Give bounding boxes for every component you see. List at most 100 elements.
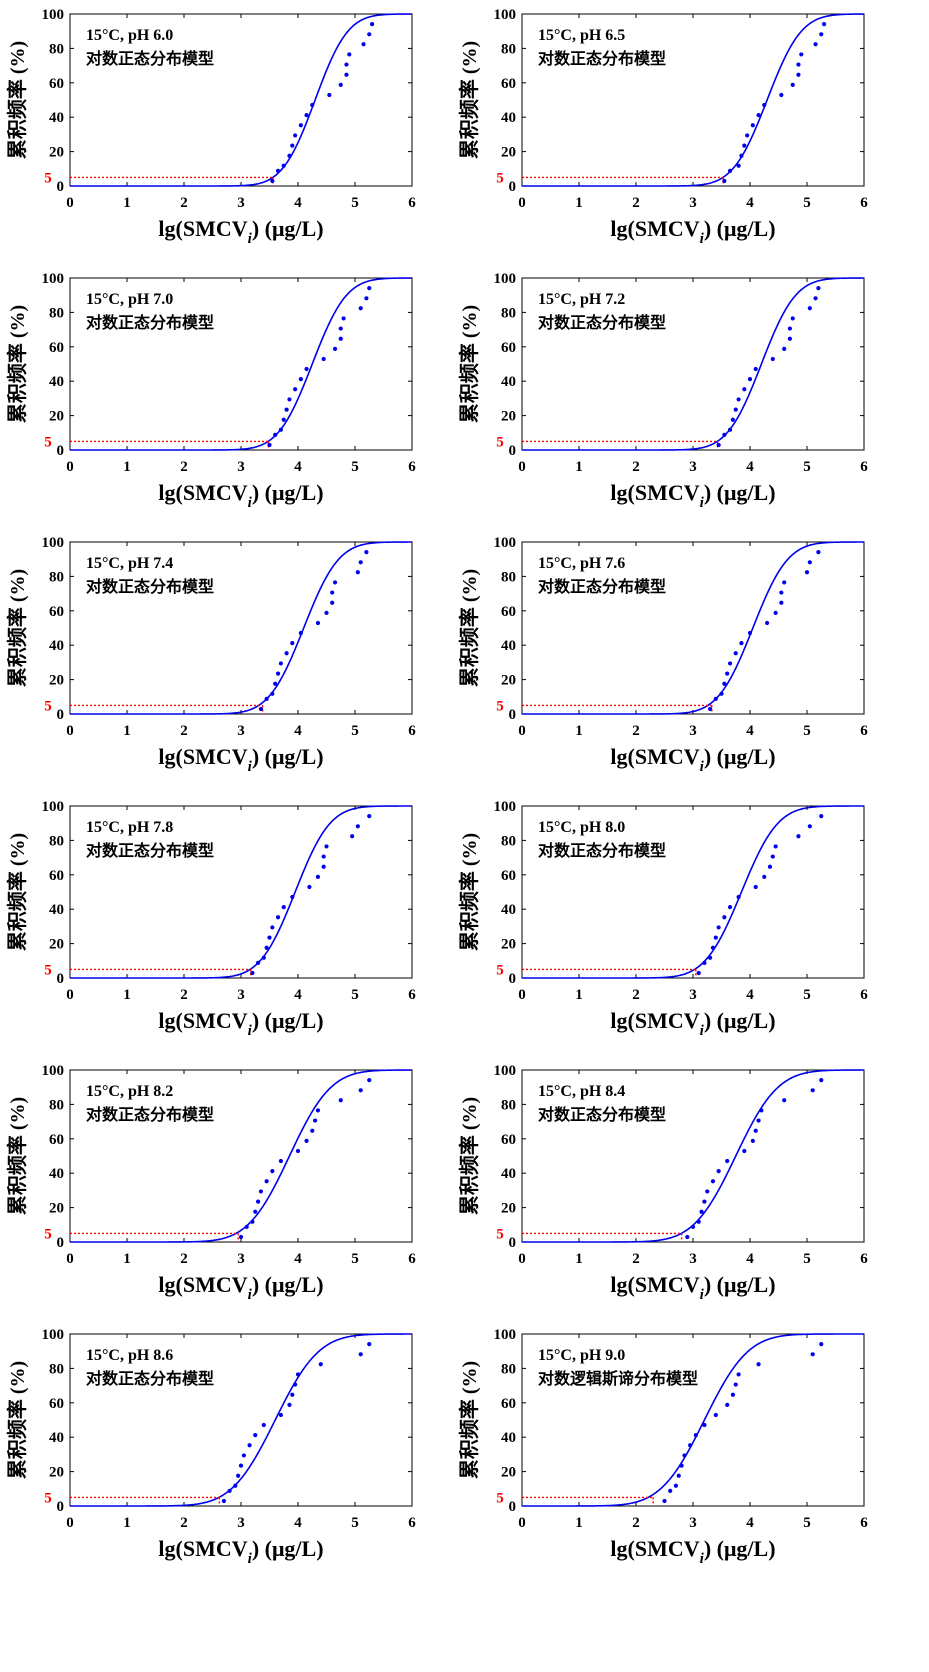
data-point <box>287 153 292 158</box>
x-tick-label: 2 <box>632 1515 640 1531</box>
x-tick-label: 3 <box>689 987 697 1003</box>
model-label: 对数正态分布模型 <box>538 1105 666 1124</box>
x-tick-label: 4 <box>294 987 302 1003</box>
y-tick-label: 0 <box>57 1499 65 1515</box>
data-point <box>708 706 713 712</box>
fitted-curve <box>522 13 864 187</box>
x-tick-label: 4 <box>746 723 754 739</box>
data-point <box>338 336 343 341</box>
panel-title: 15°C, pH 8.0 <box>538 819 625 836</box>
x-tick-label: 4 <box>294 195 302 211</box>
y-tick-label: 0 <box>509 443 517 459</box>
data-point <box>358 1088 363 1093</box>
panel-title: 15°C, pH 7.0 <box>86 291 173 308</box>
data-point <box>284 407 289 412</box>
x-tick-label: 6 <box>408 195 416 211</box>
data-point <box>321 356 326 362</box>
data-point <box>790 316 795 321</box>
x-tick-label: 4 <box>746 1251 754 1267</box>
y-tick-label: 20 <box>49 673 64 689</box>
data-point <box>725 1402 730 1407</box>
data-point <box>676 1473 681 1478</box>
y-axis-label: 累积频率 (%) <box>457 1097 481 1215</box>
hc5-label: 5 <box>496 962 504 978</box>
x-axis-label: lg(SMCVi) (μg/L) <box>158 480 323 511</box>
data-point <box>321 864 326 869</box>
y-tick-label: 40 <box>49 902 64 918</box>
panel-title: 15°C, pH 7.2 <box>538 291 625 308</box>
data-point <box>756 113 761 118</box>
y-tick-label: 100 <box>494 7 517 23</box>
x-tick-label: 3 <box>689 459 697 475</box>
data-point <box>290 1392 295 1397</box>
data-point <box>733 407 738 412</box>
data-point <box>330 590 335 595</box>
data-point <box>290 641 295 646</box>
data-point <box>258 706 264 712</box>
data-point <box>367 814 372 819</box>
x-tick-label: 0 <box>518 1251 526 1267</box>
fitted-curve <box>70 1069 413 1243</box>
data-point <box>782 1098 787 1103</box>
data-point <box>358 1352 363 1357</box>
y-tick-label: 20 <box>49 145 64 161</box>
data-point <box>733 1382 738 1387</box>
x-tick-label: 5 <box>803 1251 811 1267</box>
x-axis-label: lg(SMCVi) (μg/L) <box>610 216 775 247</box>
model-label: 对数正态分布模型 <box>538 49 666 68</box>
fitted-curve <box>522 541 865 715</box>
y-tick-label: 80 <box>501 41 516 57</box>
x-tick-label: 5 <box>351 1515 359 1531</box>
data-point <box>315 1108 321 1113</box>
data-point <box>722 915 727 920</box>
model-label: 对数正态分布模型 <box>86 313 214 332</box>
x-tick-label: 4 <box>746 459 754 475</box>
data-point <box>264 1179 269 1184</box>
data-point <box>324 610 329 615</box>
y-axis-label: 累积频率 (%) <box>5 305 29 423</box>
y-tick-label: 40 <box>501 1166 516 1182</box>
data-point <box>273 432 278 437</box>
data-point <box>722 432 727 437</box>
x-axis-label: lg(SMCVi) (μg/L) <box>610 744 775 775</box>
data-point <box>727 661 733 666</box>
data-point <box>361 42 366 47</box>
data-point <box>270 691 275 696</box>
data-point <box>762 874 767 879</box>
x-tick-label: 6 <box>408 1515 416 1531</box>
data-point <box>796 72 801 77</box>
data-point <box>338 1098 343 1103</box>
x-tick-label: 0 <box>66 1515 74 1531</box>
y-tick-label: 60 <box>49 340 64 356</box>
data-point <box>742 387 747 392</box>
data-point <box>816 550 821 555</box>
x-tick-label: 2 <box>632 459 640 475</box>
y-tick-label: 80 <box>49 569 64 585</box>
data-point <box>221 1498 226 1504</box>
data-point <box>727 168 733 173</box>
data-point <box>759 1108 764 1113</box>
x-tick-label: 1 <box>575 195 583 211</box>
data-point <box>782 346 787 351</box>
data-point <box>287 397 292 402</box>
x-tick-label: 2 <box>180 723 188 739</box>
x-tick-label: 6 <box>860 1251 868 1267</box>
y-tick-label: 100 <box>42 1063 65 1079</box>
y-tick-label: 20 <box>501 409 516 425</box>
data-point <box>702 1199 707 1204</box>
y-tick-label: 100 <box>42 271 65 287</box>
data-point <box>682 1453 687 1458</box>
panel-title: 15°C, pH 7.4 <box>86 555 173 572</box>
data-point <box>293 1382 298 1387</box>
y-tick-label: 100 <box>494 271 517 287</box>
data-point <box>227 1488 232 1493</box>
y-tick-label: 80 <box>501 569 516 585</box>
x-axis-label: lg(SMCVi) (μg/L) <box>158 1008 323 1039</box>
data-point <box>813 296 818 301</box>
x-tick-label: 5 <box>803 195 811 211</box>
x-tick-label: 1 <box>575 459 583 475</box>
data-point <box>736 894 741 900</box>
x-tick-label: 1 <box>123 1251 131 1267</box>
